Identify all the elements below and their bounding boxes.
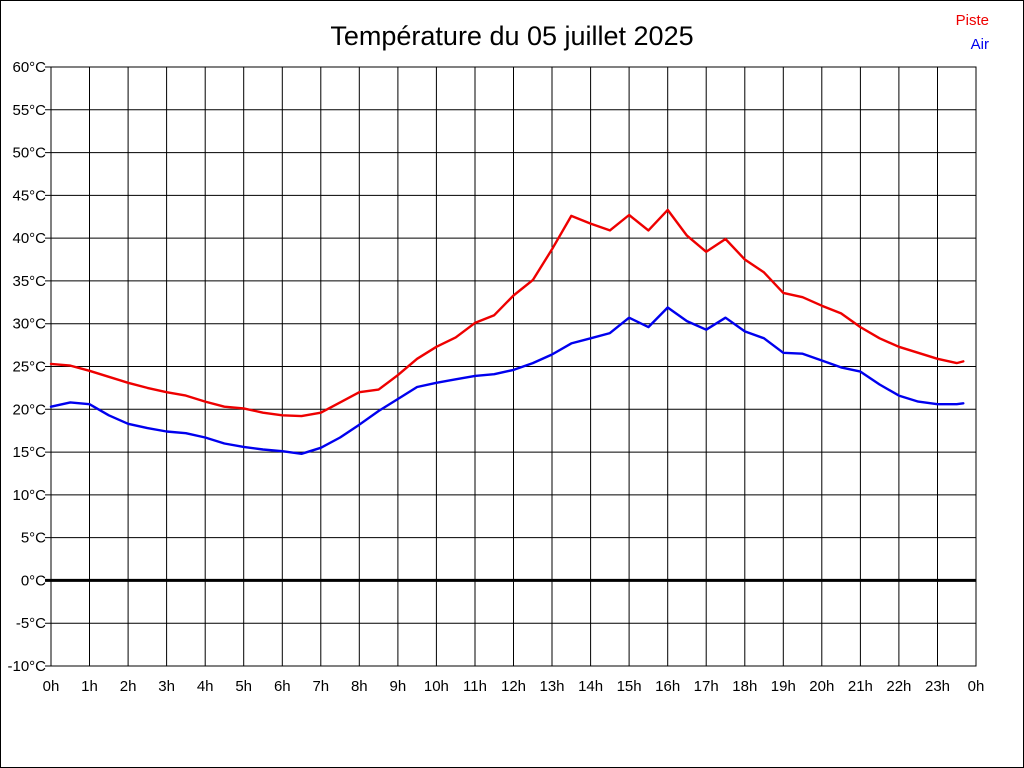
plot-border xyxy=(50,66,977,667)
x-tick-label: 22h xyxy=(886,678,911,695)
y-tick-label: 20°C xyxy=(12,401,46,418)
y-tick-label: -10°C xyxy=(7,658,46,675)
x-tick-label: 2h xyxy=(120,678,137,695)
x-tick-label: 1h xyxy=(81,678,98,695)
x-tick-label: 11h xyxy=(463,678,487,695)
x-tick-label: 14h xyxy=(578,678,603,695)
y-tick-label: -5°C xyxy=(16,615,46,632)
x-tick-label: 9h xyxy=(390,678,407,695)
x-tick-label: 5h xyxy=(235,678,252,695)
x-tick-label: 6h xyxy=(274,678,291,695)
air-line xyxy=(49,306,965,455)
x-tick-label: 0h xyxy=(43,678,60,695)
x-tick-label: 0h xyxy=(968,678,985,695)
y-tick-label: 35°C xyxy=(12,273,46,290)
x-tick-label: 15h xyxy=(617,678,642,695)
x-tick-label: 4h xyxy=(197,678,214,695)
y-tick-label: 10°C xyxy=(12,487,46,504)
x-tick-label: 19h xyxy=(771,678,796,695)
x-tick-label: 16h xyxy=(655,678,680,695)
x-tick-label: 17h xyxy=(694,678,719,695)
x-tick-label: 10h xyxy=(424,678,449,695)
x-tick-label: 18h xyxy=(732,678,757,695)
piste-line xyxy=(49,208,965,418)
x-tick-label: 23h xyxy=(925,678,950,695)
y-tick-label: 30°C xyxy=(12,316,46,333)
legend-piste-label: Piste xyxy=(955,12,989,29)
x-tick-label: 8h xyxy=(351,678,368,695)
y-tick-label: 50°C xyxy=(12,145,46,162)
x-tick-label: 13h xyxy=(539,678,564,695)
y-tick-label: 40°C xyxy=(12,230,46,247)
x-tick-label: 20h xyxy=(809,678,834,695)
x-tick-label: 12h xyxy=(501,678,526,695)
x-tick-label: 3h xyxy=(158,678,175,695)
chart-legend: Piste Air xyxy=(956,12,989,60)
y-tick-label: 45°C xyxy=(12,187,46,204)
y-tick-label: 60°C xyxy=(12,59,46,76)
chart-title: Température du 05 juillet 2025 xyxy=(330,21,694,51)
y-tick-label: 15°C xyxy=(12,444,46,461)
y-tick-label: 55°C xyxy=(12,102,46,119)
x-tick-label: 7h xyxy=(312,678,329,695)
y-tick-label: 0°C xyxy=(21,572,46,589)
y-tick-label: 25°C xyxy=(12,359,46,376)
legend-air-label: Air xyxy=(970,36,989,53)
x-tick-label: 21h xyxy=(848,678,873,695)
y-tick-label: 5°C xyxy=(21,530,46,547)
